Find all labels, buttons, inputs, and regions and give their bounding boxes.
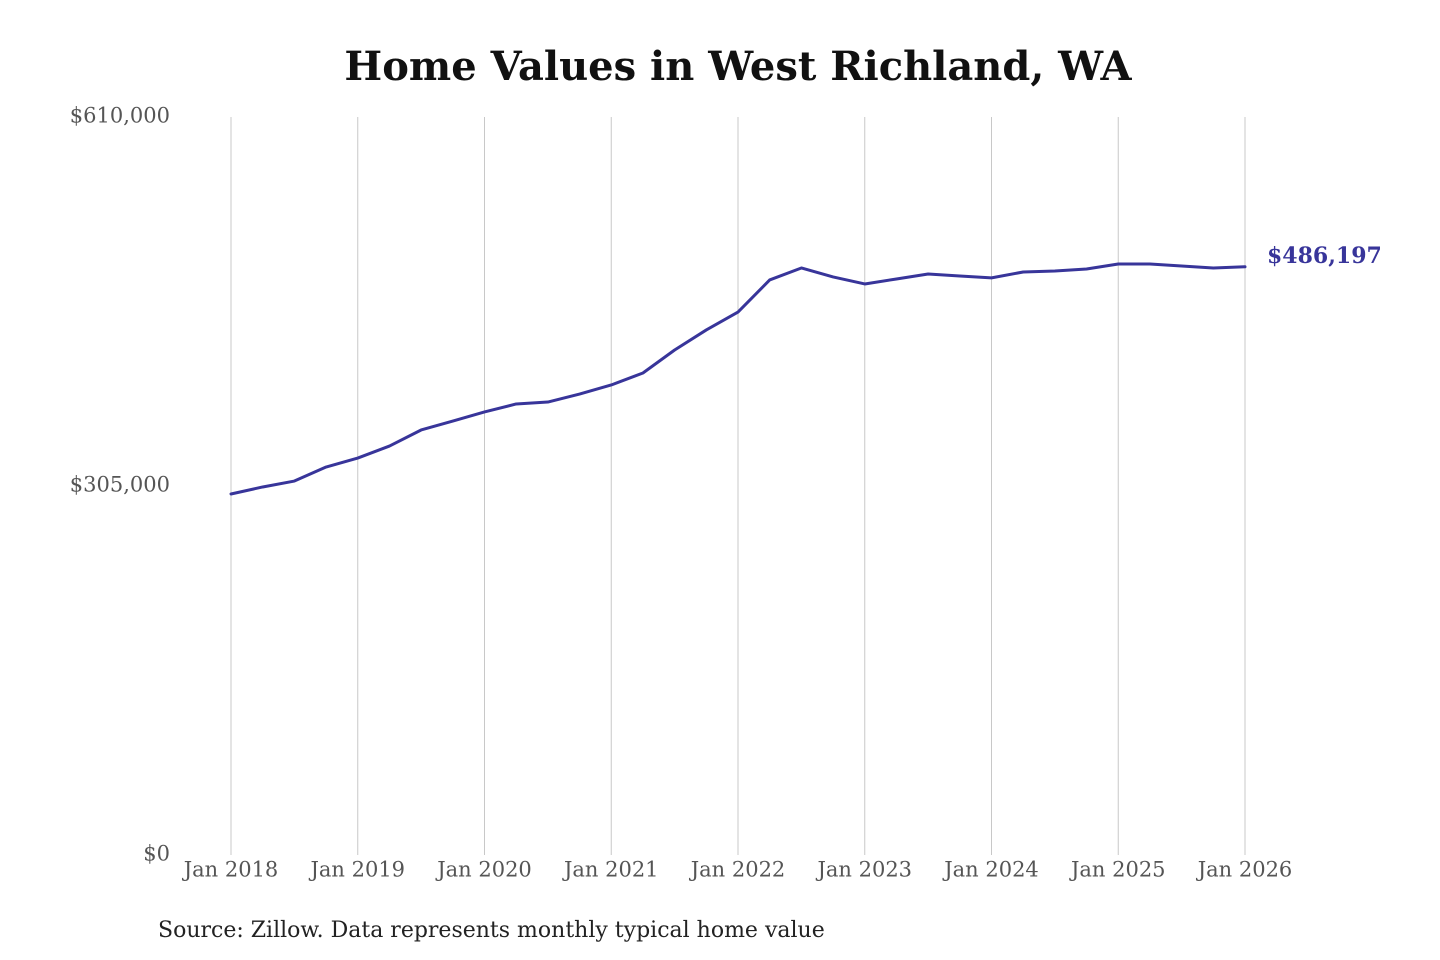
value-label: $486,197	[1267, 243, 1382, 269]
x-tick-label: Jan 2023	[815, 858, 912, 882]
y-tick-label: $610,000	[70, 104, 170, 128]
line	[229, 262, 1247, 496]
x-tick-label: Jan 2018	[182, 858, 279, 882]
x-tick-label: Jan 2021	[562, 858, 659, 882]
source-note: Source: Zillow. Data represents monthly …	[158, 918, 825, 943]
x-tick-label: Jan 2024	[942, 858, 1039, 882]
x-tick-label: Jan 2019	[308, 858, 405, 882]
chart-title: Home Values in West Richland, WA	[344, 43, 1132, 90]
y-tick-label: $0	[143, 842, 170, 866]
x-tick-label: Jan 2025	[1069, 858, 1166, 882]
x-tick-label: Jan 2020	[435, 858, 532, 882]
x-tick-label: Jan 2026	[1196, 858, 1293, 882]
y-tick-label: $305,000	[70, 473, 170, 497]
x-tick-label: Jan 2022	[689, 858, 786, 882]
